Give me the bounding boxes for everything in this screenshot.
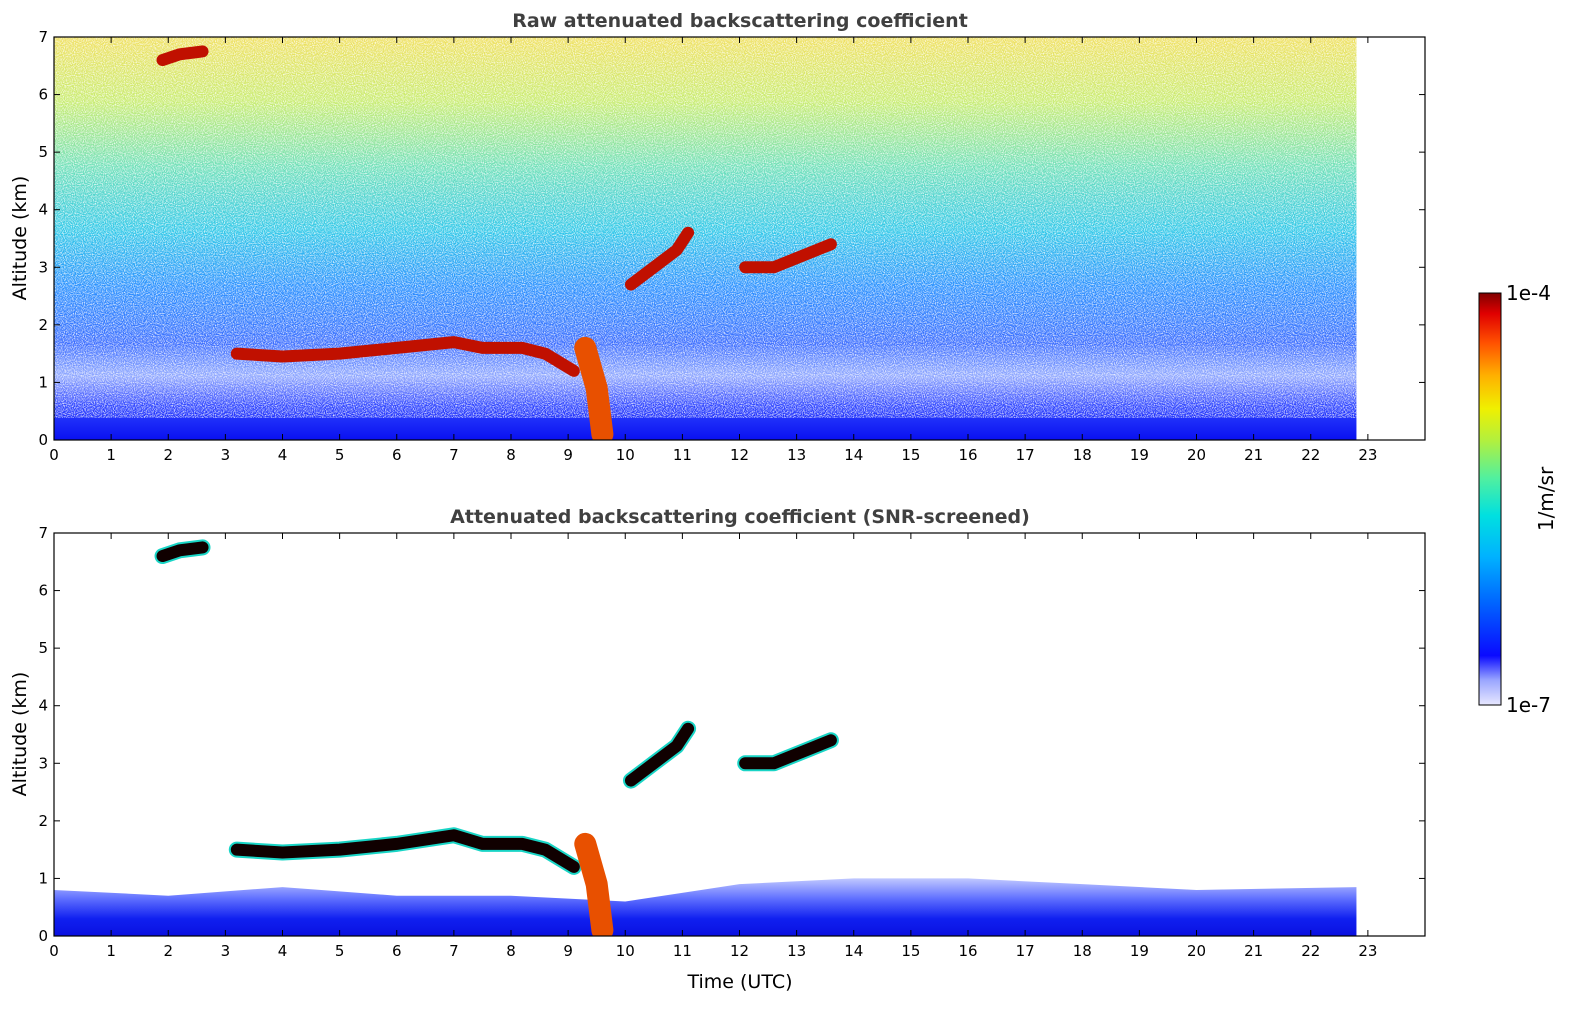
screened-x-ticks: 0 1 2 3 4 5 6 7 8 9 10 11 12 13 14 15 16 17 18 19 20 21 22 23 <box>49 533 1377 960</box>
screened-x-tick-label: 8 <box>506 942 516 960</box>
raw-high-cloud <box>156 45 209 67</box>
raw-x-tick-label: 5 <box>335 446 345 464</box>
raw-x-tick-label: 15 <box>901 446 920 464</box>
raw-x-tick-label: 14 <box>844 446 863 464</box>
raw-y-axis-label: Altitude (km) <box>9 176 31 301</box>
screened-x-tick-label: 14 <box>844 942 863 960</box>
colorbar-max-label: 1e-4 <box>1506 281 1551 305</box>
raw-noise-texture <box>54 37 1357 418</box>
screened-y-tick-label: 1 <box>38 869 48 887</box>
raw-y-tick-label: 6 <box>38 86 48 104</box>
screened-x-tick-label: 15 <box>901 942 920 960</box>
screened-x-tick-label: 10 <box>616 942 635 960</box>
raw-y-tick-label: 3 <box>38 258 48 276</box>
raw-y-ticks: 0 1 2 3 4 5 6 7 <box>38 28 1425 449</box>
raw-x-tick-label: 6 <box>392 446 402 464</box>
screened-x-tick-label: 12 <box>730 942 749 960</box>
screened-mid-level-cloud <box>624 722 695 787</box>
raw-x-tick-label: 9 <box>563 446 573 464</box>
screened-x-tick-label: 5 <box>335 942 345 960</box>
screened-y-tick-label: 3 <box>38 754 48 772</box>
screened-y-tick-label: 0 <box>38 927 48 945</box>
screened-x-tick-label: 23 <box>1358 942 1377 960</box>
raw-x-tick-label: 10 <box>616 446 635 464</box>
screened-x-tick-label: 6 <box>392 942 402 960</box>
raw-y-tick-label: 1 <box>38 373 48 391</box>
screened-x-tick-label: 9 <box>563 942 573 960</box>
raw-x-tick-label: 19 <box>1130 446 1149 464</box>
screened-x-tick-label: 22 <box>1301 942 1320 960</box>
screened-backscatter-panel: Attenuated backscattering coefficient (S… <box>9 506 1426 993</box>
raw-x-tick-label: 4 <box>278 446 288 464</box>
raw-mid-level-cloud <box>624 226 695 291</box>
screened-x-tick-label: 19 <box>1130 942 1149 960</box>
screened-cloud-features <box>154 539 839 936</box>
x-axis-label: Time (UTC) <box>686 971 792 993</box>
colorbar-min-label: 1e-7 <box>1506 693 1551 717</box>
screened-cloud-layer <box>230 829 580 873</box>
colorbar-scale <box>1478 292 1502 706</box>
raw-x-tick-label: 11 <box>673 446 692 464</box>
raw-x-tick-label: 2 <box>163 446 173 464</box>
screened-x-tick-label: 3 <box>221 942 231 960</box>
screened-x-tick-label: 17 <box>1016 942 1035 960</box>
raw-x-tick-label: 13 <box>787 446 806 464</box>
raw-y-tick-label: 5 <box>38 143 48 161</box>
raw-backscatter-panel: Raw attenuated backscattering coefficien… <box>9 10 1426 464</box>
raw-x-tick-label: 1 <box>106 446 116 464</box>
screened-y-tick-label: 6 <box>38 582 48 600</box>
screened-high-cloud <box>156 541 209 563</box>
screened-x-tick-label: 16 <box>958 942 977 960</box>
screened-x-tick-label: 21 <box>1244 942 1263 960</box>
screened-mid-level-cloud <box>739 734 837 770</box>
raw-x-tick-label: 22 <box>1301 446 1320 464</box>
raw-x-tick-label: 17 <box>1016 446 1035 464</box>
raw-mid-level-cloud <box>739 238 837 274</box>
raw-x-ticks: 0 1 2 3 4 5 6 7 8 9 10 11 12 13 14 15 16 17 18 19 20 21 22 23 <box>49 37 1377 464</box>
screened-plot-frame <box>53 532 1426 937</box>
raw-y-tick-label: 2 <box>38 316 48 334</box>
raw-x-tick-label: 8 <box>506 446 516 464</box>
screened-x-tick-label: 18 <box>1073 942 1092 960</box>
screened-y-tick-label: 4 <box>38 697 48 715</box>
raw-cloud-layer <box>230 336 580 377</box>
raw-x-tick-label: 20 <box>1187 446 1206 464</box>
raw-x-tick-label: 16 <box>958 446 977 464</box>
screened-x-tick-label: 11 <box>673 942 692 960</box>
raw-precipitation <box>574 336 614 440</box>
raw-x-tick-label: 18 <box>1073 446 1092 464</box>
screened-x-tick-label: 13 <box>787 942 806 960</box>
raw-x-tick-label: 7 <box>449 446 459 464</box>
raw-x-tick-label: 0 <box>49 446 59 464</box>
raw-x-tick-label: 21 <box>1244 446 1263 464</box>
raw-y-tick-label: 7 <box>38 28 48 46</box>
screened-y-tick-label: 5 <box>38 639 48 657</box>
screened-x-tick-label: 7 <box>449 942 459 960</box>
screened-x-tick-label: 2 <box>163 942 173 960</box>
colorbar-unit-label: 1/m/sr <box>1534 466 1558 531</box>
colorbar: 1e-4 1e-7 1/m/sr <box>1478 281 1558 717</box>
screened-y-tick-label: 7 <box>38 524 48 542</box>
screened-x-tick-label: 4 <box>278 942 288 960</box>
screened-panel-title: Attenuated backscattering coefficient (S… <box>450 506 1030 528</box>
boundary-layer-aerosol <box>54 878 1357 936</box>
screened-x-tick-label: 20 <box>1187 942 1206 960</box>
raw-x-tick-label: 23 <box>1358 446 1377 464</box>
screened-y-tick-label: 2 <box>38 812 48 830</box>
screened-x-tick-label: 0 <box>49 942 59 960</box>
screened-y-axis-label: Altitude (km) <box>9 672 31 797</box>
raw-cloud-features <box>156 45 837 440</box>
raw-y-tick-label: 0 <box>38 431 48 449</box>
screened-x-tick-label: 1 <box>106 942 116 960</box>
raw-x-tick-label: 3 <box>221 446 231 464</box>
raw-x-tick-label: 12 <box>730 446 749 464</box>
raw-panel-title: Raw attenuated backscattering coefficien… <box>512 10 968 32</box>
screened-precipitation <box>574 832 614 936</box>
raw-y-tick-label: 4 <box>38 201 48 219</box>
screened-y-ticks: 0 1 2 3 4 5 6 7 <box>38 524 1425 945</box>
